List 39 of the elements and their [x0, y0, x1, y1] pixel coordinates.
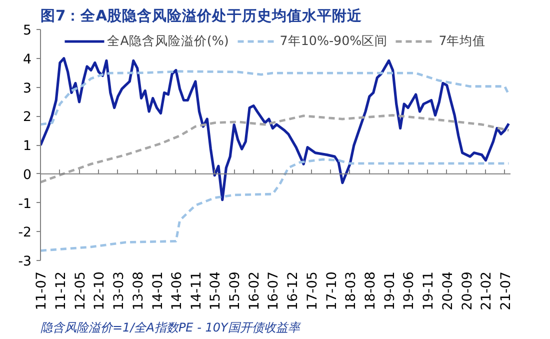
x-tick-label: 17-05: [305, 271, 320, 310]
x-tick-label: 14-11: [189, 271, 204, 310]
x-tick-label: 19-06: [402, 271, 418, 310]
x-tick-label: 13-03: [112, 271, 127, 310]
legend-label: 7年10%-90%区间: [280, 32, 388, 50]
x-tick-label: 14-06: [170, 271, 185, 310]
x-tick-label: 11-07: [34, 271, 50, 310]
x-tick-label: 19-11: [422, 271, 437, 310]
x-tick-label: 14-01: [150, 271, 166, 310]
y-tick-label: 0: [23, 168, 32, 183]
y-tick-label: 4: [23, 52, 32, 68]
x-tick-label: 18-03: [344, 271, 359, 310]
x-tick-label: 18-08: [363, 271, 378, 310]
x-tick-label: 16-12: [286, 271, 302, 310]
x-tick-label: 21-07: [498, 271, 514, 310]
y-tick-label: 5: [23, 24, 32, 38]
y-tick-label: -1: [18, 196, 32, 212]
x-tick-label: 13-08: [131, 271, 146, 310]
x-tick-label: 16-02: [248, 271, 263, 310]
legend-label: 全A隐含风险溢价(%): [107, 32, 229, 50]
x-tick-label: 11-12: [54, 271, 69, 310]
x-tick-label: 16-07: [266, 271, 282, 310]
x-tick-label: 15-04: [208, 271, 224, 310]
x-tick-label: 21-02: [480, 271, 495, 310]
y-tick-label: 3: [23, 81, 32, 96]
text: 隐含风险溢价=1/全A指数PE - 10Y国开债收益率: [40, 320, 302, 334]
chart-title: 图7：全A股隐含风险溢价处于历史均值水平附近: [40, 8, 364, 24]
y-tick-label: -3: [18, 254, 32, 270]
x-tick-label: 15-09: [228, 271, 244, 310]
x-tick-label: 12-05: [73, 271, 88, 310]
x-tick-label: 20-04: [440, 271, 456, 310]
x-tick-label: 19-01: [382, 271, 398, 310]
x-tick-label: 17-10: [324, 271, 340, 310]
legend-label: 7年均值: [438, 32, 486, 50]
y-tick-label: 1: [23, 139, 32, 154]
y-tick-label: -2: [18, 226, 32, 241]
x-tick-label: 20-09: [460, 271, 476, 310]
x-tick-label: 12-10: [92, 271, 108, 310]
y-tick-label: 2: [23, 110, 32, 126]
